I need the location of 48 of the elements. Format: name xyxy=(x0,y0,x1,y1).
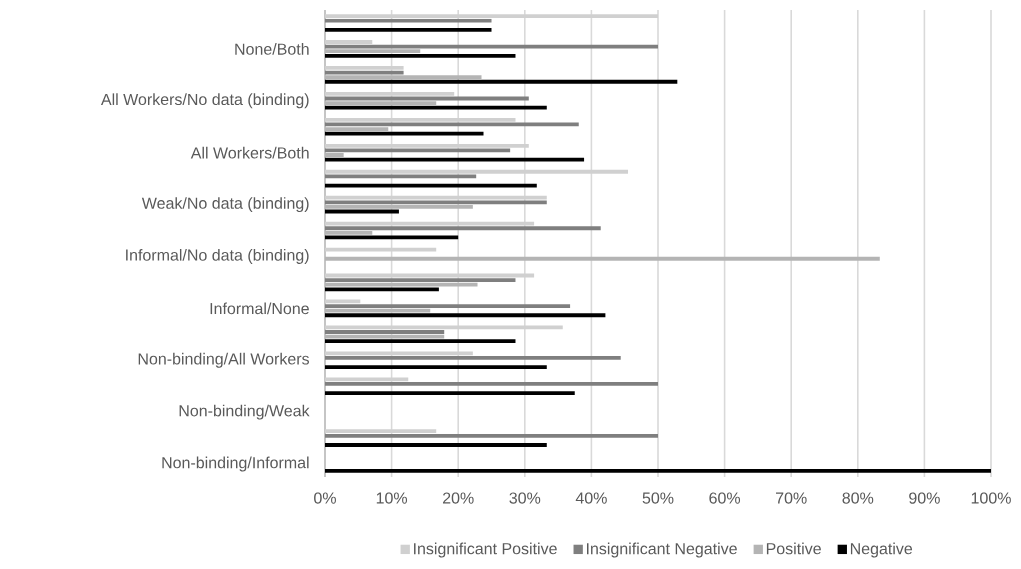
bar xyxy=(325,356,621,360)
bar xyxy=(325,53,516,58)
bar xyxy=(325,27,492,32)
x-tick-label: 90% xyxy=(909,492,940,504)
x-tick-label: 50% xyxy=(642,492,674,504)
bar xyxy=(325,469,991,473)
bar xyxy=(325,391,575,395)
bar xyxy=(325,433,658,438)
legend-label: Insignificant Negative xyxy=(587,542,737,558)
bar xyxy=(325,278,516,283)
bar xyxy=(325,79,678,84)
bar xyxy=(325,365,547,370)
legend-label: Insignificant Positive xyxy=(414,542,557,558)
bar xyxy=(325,174,477,179)
x-tick-label: 70% xyxy=(776,492,807,504)
bar xyxy=(325,287,439,292)
bar xyxy=(325,131,484,136)
y-tick-label: Informal/None xyxy=(210,302,309,315)
y-tick-label: Non-binding/All Workers xyxy=(138,352,310,368)
x-tick-label: 30% xyxy=(509,492,541,504)
y-tick-label: Informal/No data (binding) xyxy=(126,249,309,264)
x-tick-label: 10% xyxy=(376,492,408,504)
bar xyxy=(325,443,547,447)
bar xyxy=(325,330,445,334)
bar xyxy=(325,40,373,44)
bar xyxy=(325,44,658,49)
x-tick-label: 80% xyxy=(842,492,874,504)
x-tick-label: 100% xyxy=(971,492,1011,504)
bar xyxy=(325,339,516,344)
bar xyxy=(325,313,606,318)
x-tick-label: 40% xyxy=(575,492,607,504)
legend-label: Negative xyxy=(850,542,913,558)
bar xyxy=(325,226,601,231)
y-tick-label: All Workers/No data (binding) xyxy=(100,93,309,109)
bar xyxy=(325,18,492,23)
bar xyxy=(325,200,547,205)
y-tick-label: Non-binding/Weak xyxy=(179,404,310,420)
x-tick-label: 60% xyxy=(709,492,741,504)
y-tick-label: Weak/No data (binding) xyxy=(141,197,309,213)
bar xyxy=(325,304,571,308)
x-tick-label: 0% xyxy=(314,492,336,504)
y-tick-label: Non-binding/Informal xyxy=(162,456,309,472)
y-tick-label: None/Both xyxy=(235,43,309,55)
y-tick-label: All Workers/Both xyxy=(190,146,309,159)
bar xyxy=(325,382,658,386)
legend-label: Positive xyxy=(766,542,821,555)
x-tick-label: 20% xyxy=(442,492,474,504)
bar xyxy=(325,105,547,110)
